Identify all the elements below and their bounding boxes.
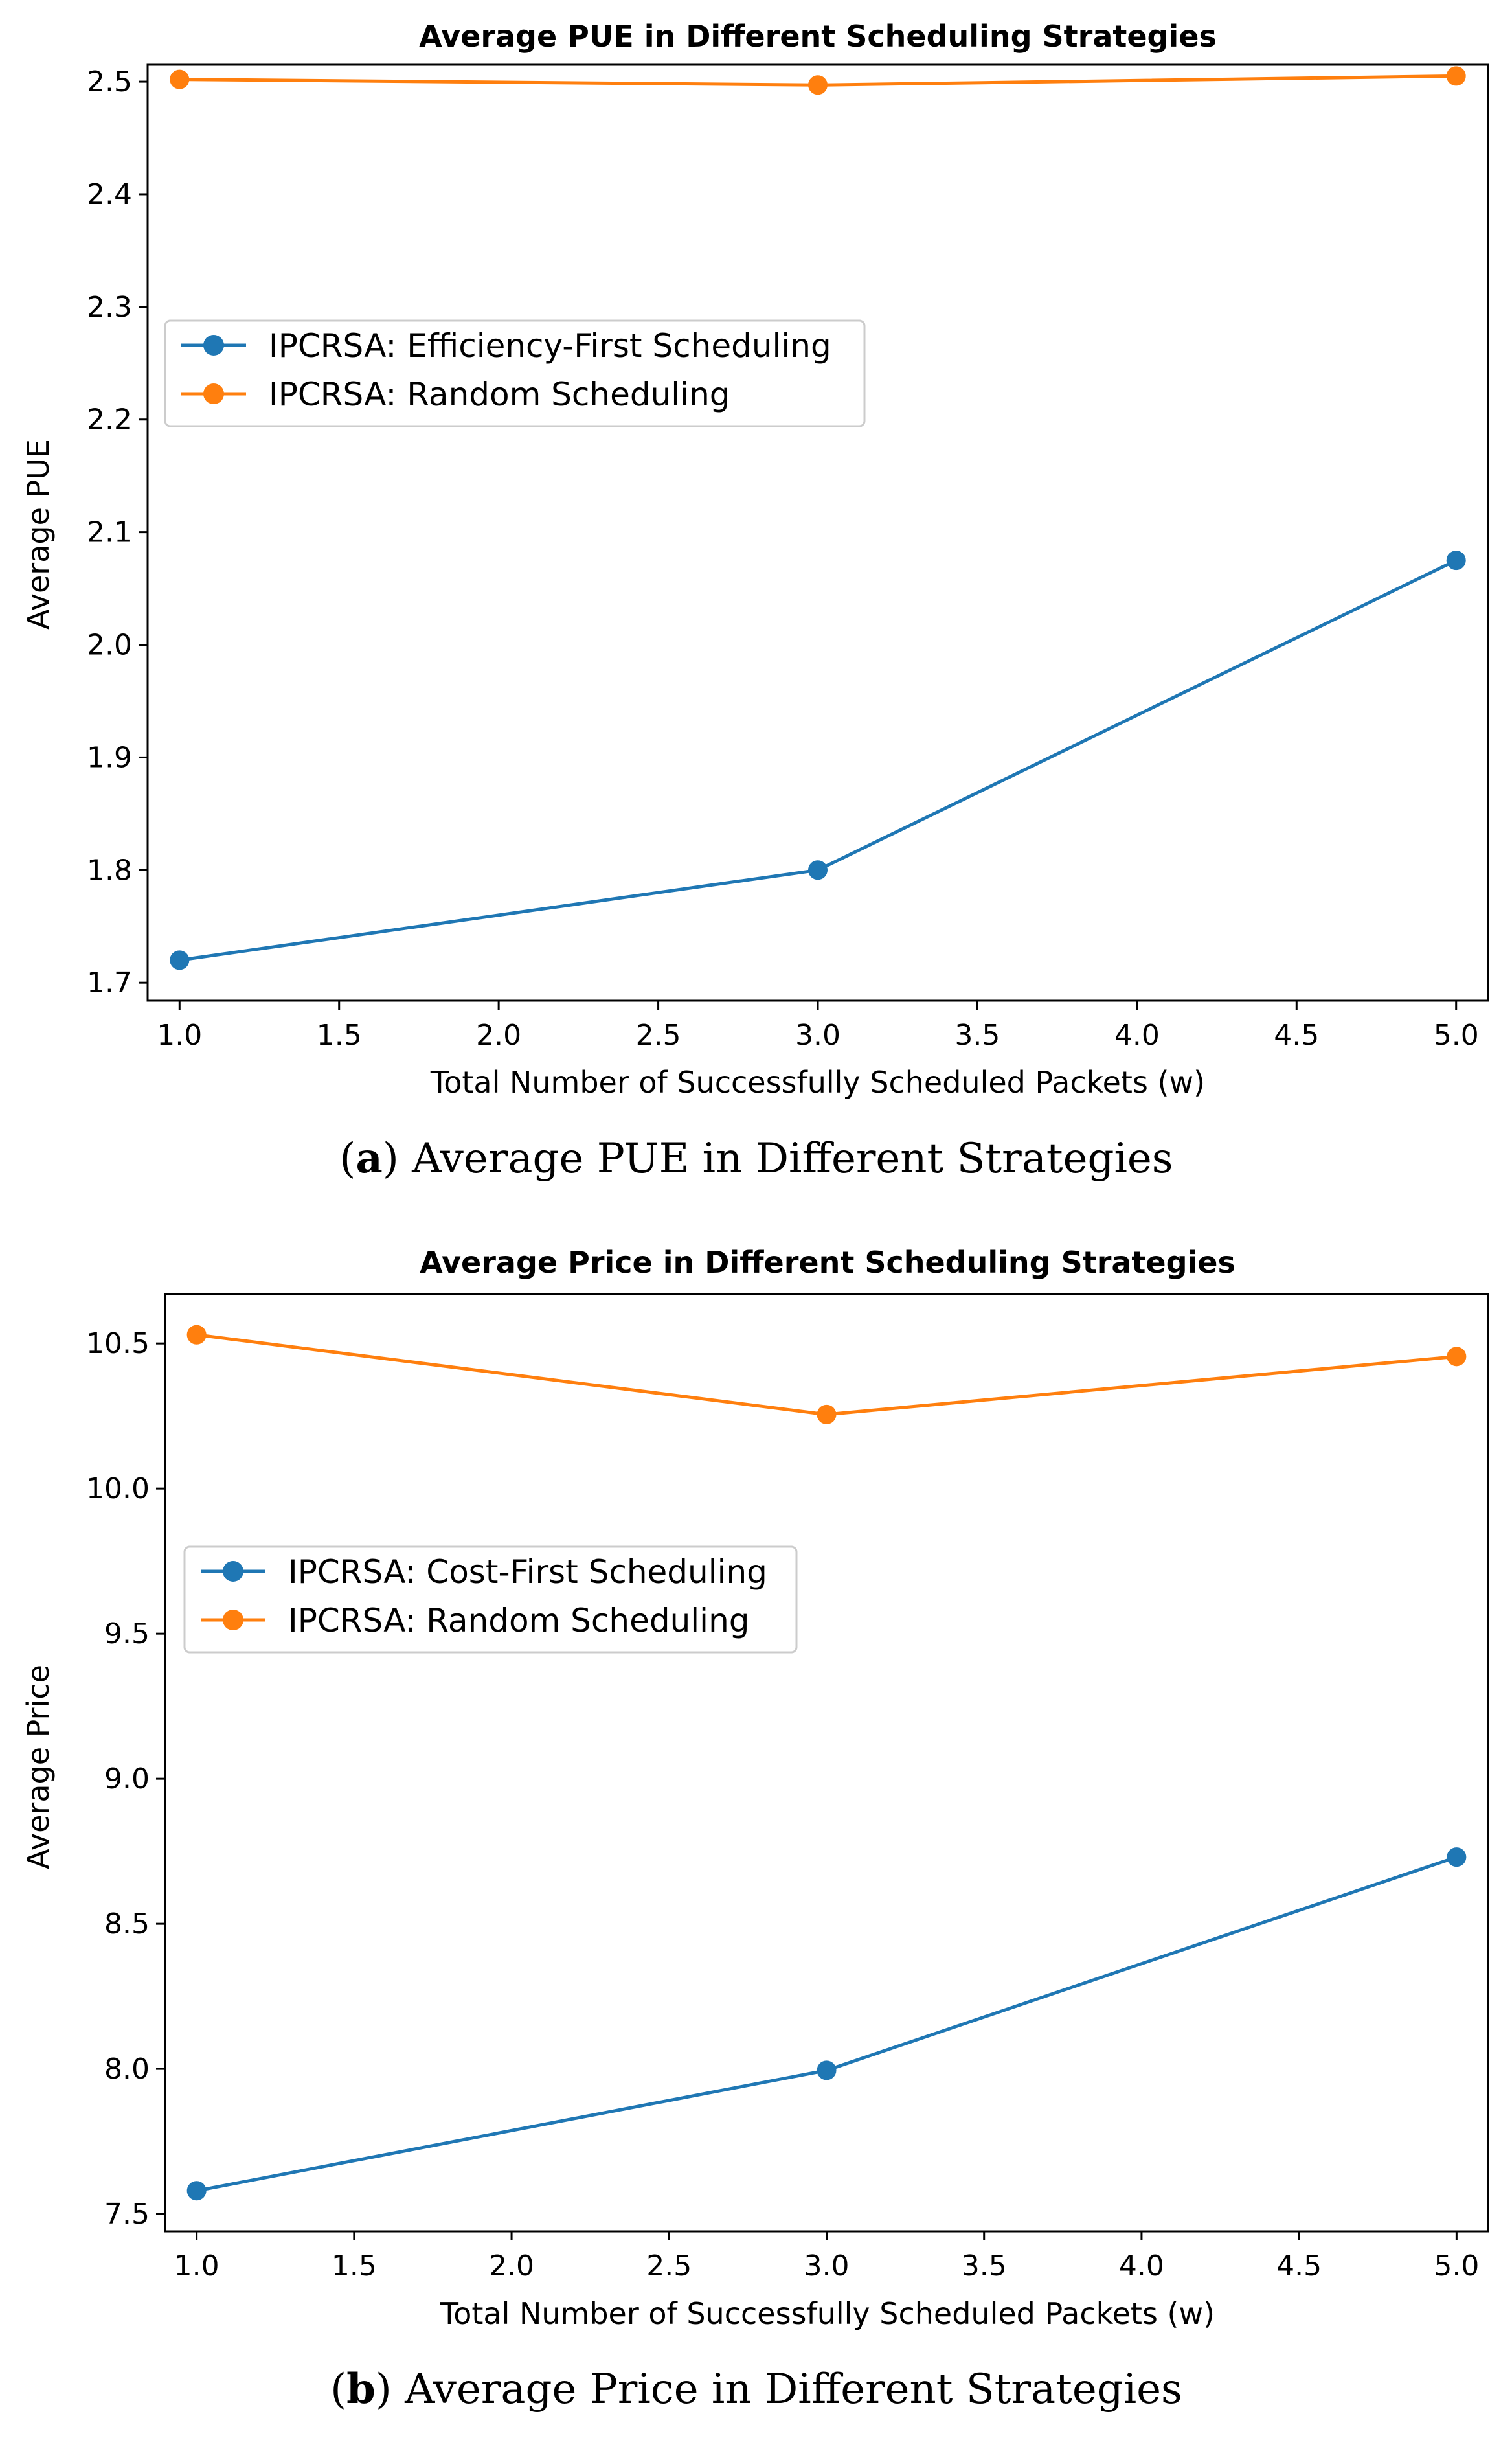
chart-b-series-0-point-2	[1447, 1847, 1467, 1867]
chart-a-ytick-label-5: 2.2	[87, 404, 132, 437]
chart-b-xtick-label-8: 5.0	[1434, 2250, 1479, 2283]
chart-a-legend-label-0: IPCRSA: Efficiency-First Scheduling	[269, 327, 831, 365]
chart-a-ytick-label-1: 1.8	[87, 854, 132, 887]
chart-a-xtick-label-1: 1.5	[317, 1019, 362, 1052]
chart-b-xtick-label-2: 2.0	[489, 2250, 534, 2283]
chart-b-title: Average Price in Different Scheduling St…	[420, 1245, 1236, 1280]
chart-a-series	[170, 66, 1466, 970]
chart-a-xtick-label-7: 4.5	[1274, 1019, 1319, 1052]
chart-a-xtick-label-3: 2.5	[636, 1019, 681, 1052]
chart-b-legend-frame	[183, 1545, 798, 1654]
chart-a-plot-frame	[146, 63, 1489, 1002]
chart-a-xtick-label-2: 2.0	[476, 1019, 521, 1052]
chart-a-caption: (a) Average PUE in Different Strategies	[339, 1134, 1173, 1183]
chart-a-legend-marker-1	[203, 383, 224, 404]
chart-b-series-0-point-1	[817, 2060, 837, 2080]
chart-b-xtick-label-7: 4.5	[1276, 2250, 1322, 2283]
chart-b-xlabel: Total Number of Successfully Scheduled P…	[440, 2296, 1215, 2331]
chart-b-legend: IPCRSA: Cost-First Scheduling IPCRSA: Ra…	[183, 1545, 798, 1654]
chart-b-plot-frame	[164, 1293, 1489, 2233]
chart-a-xtick-label-5: 3.5	[954, 1019, 1000, 1052]
chart-a-series-1-point-1	[808, 75, 828, 95]
chart-b-ytick-label-0: 7.5	[104, 2198, 150, 2231]
chart-a-ytick-label-2: 1.9	[87, 741, 132, 774]
chart-b-caption: (b) Average Price in Different Strategie…	[330, 2365, 1182, 2413]
chart-a-series-0-line	[179, 558, 1457, 962]
chart-b: Average Price in Different Scheduling St…	[21, 1245, 1489, 2413]
chart-a-series-1-point-0	[170, 69, 190, 89]
chart-a-series-0-point-1	[808, 860, 828, 880]
chart-b-series-0-point-0	[186, 2181, 207, 2201]
chart-b-legend-label-1: IPCRSA: Random Scheduling	[288, 1602, 750, 1639]
chart-b-series-1-line	[196, 1333, 1457, 1417]
chart-a-ytick-label-7: 2.4	[87, 178, 132, 211]
chart-a-xtick-label-8: 5.0	[1434, 1019, 1479, 1052]
chart-b-legend-marker-1	[223, 1610, 243, 1630]
chart-b-series-1-point-1	[817, 1404, 837, 1424]
chart-a-ytick-label-6: 2.3	[87, 291, 132, 324]
chart-a: Average PUE in Different Scheduling Stra…	[21, 19, 1489, 1183]
chart-a-caption-letter: a	[355, 1134, 382, 1183]
chart-b-ytick-label-6: 10.5	[86, 1327, 150, 1360]
chart-b-xtick-label-1: 1.5	[332, 2250, 377, 2283]
chart-a-xtick-label-4: 3.0	[795, 1019, 841, 1052]
chart-b-xtick-label-4: 3.0	[804, 2250, 850, 2283]
chart-b-series-1-point-0	[186, 1325, 207, 1345]
chart-a-legend: IPCRSA: Efficiency-First Scheduling IPCR…	[164, 319, 866, 427]
chart-b-ytick-label-4: 9.5	[104, 1617, 150, 1650]
chart-a-ylabel: Average PUE	[21, 439, 56, 630]
chart-a-title: Average PUE in Different Scheduling Stra…	[419, 19, 1217, 54]
chart-b-ytick-label-1: 8.0	[104, 2053, 150, 2086]
chart-b-xtick-label-6: 4.0	[1119, 2250, 1164, 2283]
chart-a-caption-text: Average PUE in Different Strategies	[411, 1135, 1173, 1183]
chart-b-series-1-point-2	[1447, 1347, 1467, 1367]
chart-a-ytick-label-8: 2.5	[87, 65, 132, 98]
chart-a-series-1-point-2	[1446, 66, 1466, 86]
chart-b-legend-label-0: IPCRSA: Cost-First Scheduling	[288, 1553, 767, 1591]
chart-b-series-0-line	[196, 1855, 1458, 2193]
chart-a-ytick-label-3: 2.0	[87, 629, 132, 662]
chart-b-legend-marker-0	[223, 1561, 243, 1582]
chart-b-xtick-label-3: 2.5	[646, 2250, 692, 2283]
chart-b-xtick-label-0: 1.0	[174, 2250, 220, 2283]
chart-b-ytick-label-3: 9.0	[104, 1762, 150, 1795]
chart-b-caption-text: Average Price in Different Strategies	[404, 2365, 1182, 2413]
chart-a-gridticks: 1.7 1.8 1.9 2.0 2.1 2.2 2.3 2.4 2.5	[87, 65, 148, 999]
chart-b-caption-letter: b	[346, 2365, 376, 2413]
chart-b-series	[186, 1325, 1467, 2201]
chart-b-ytick-label-5: 10.0	[86, 1472, 150, 1505]
chart-b-ylabel: Average Price	[21, 1665, 56, 1869]
chart-b-xticks: 1.0 1.5 2.0 2.5 3.0 3.5 4.0 4.5 5.0	[174, 2231, 1479, 2283]
chart-a-xtick-label-6: 4.0	[1114, 1019, 1160, 1052]
chart-a-series-0-point-2	[1446, 551, 1466, 571]
chart-a-legend-label-1: IPCRSA: Random Scheduling	[269, 376, 730, 413]
chart-b-ytick-label-2: 8.5	[104, 1908, 150, 1941]
chart-a-xlabel: Total Number of Successfully Scheduled P…	[430, 1065, 1205, 1100]
chart-b-gridticks: 7.5 8.0 8.5 9.0 9.5 10.0 10.5	[86, 1327, 165, 2231]
chart-a-legend-frame	[164, 319, 866, 427]
chart-a-legend-marker-0	[203, 335, 224, 356]
chart-a-xticks: 1.0 1.5 2.0 2.5 3.0 3.5 4.0 4.5 5.0	[157, 1001, 1479, 1052]
chart-a-ytick-label-4: 2.1	[87, 516, 132, 549]
chart-a-ytick-label-0: 1.7	[87, 966, 132, 999]
chart-b-xtick-label-5: 3.5	[962, 2250, 1007, 2283]
chart-a-xtick-label-0: 1.0	[157, 1019, 202, 1052]
chart-a-series-0-point-0	[170, 950, 190, 970]
